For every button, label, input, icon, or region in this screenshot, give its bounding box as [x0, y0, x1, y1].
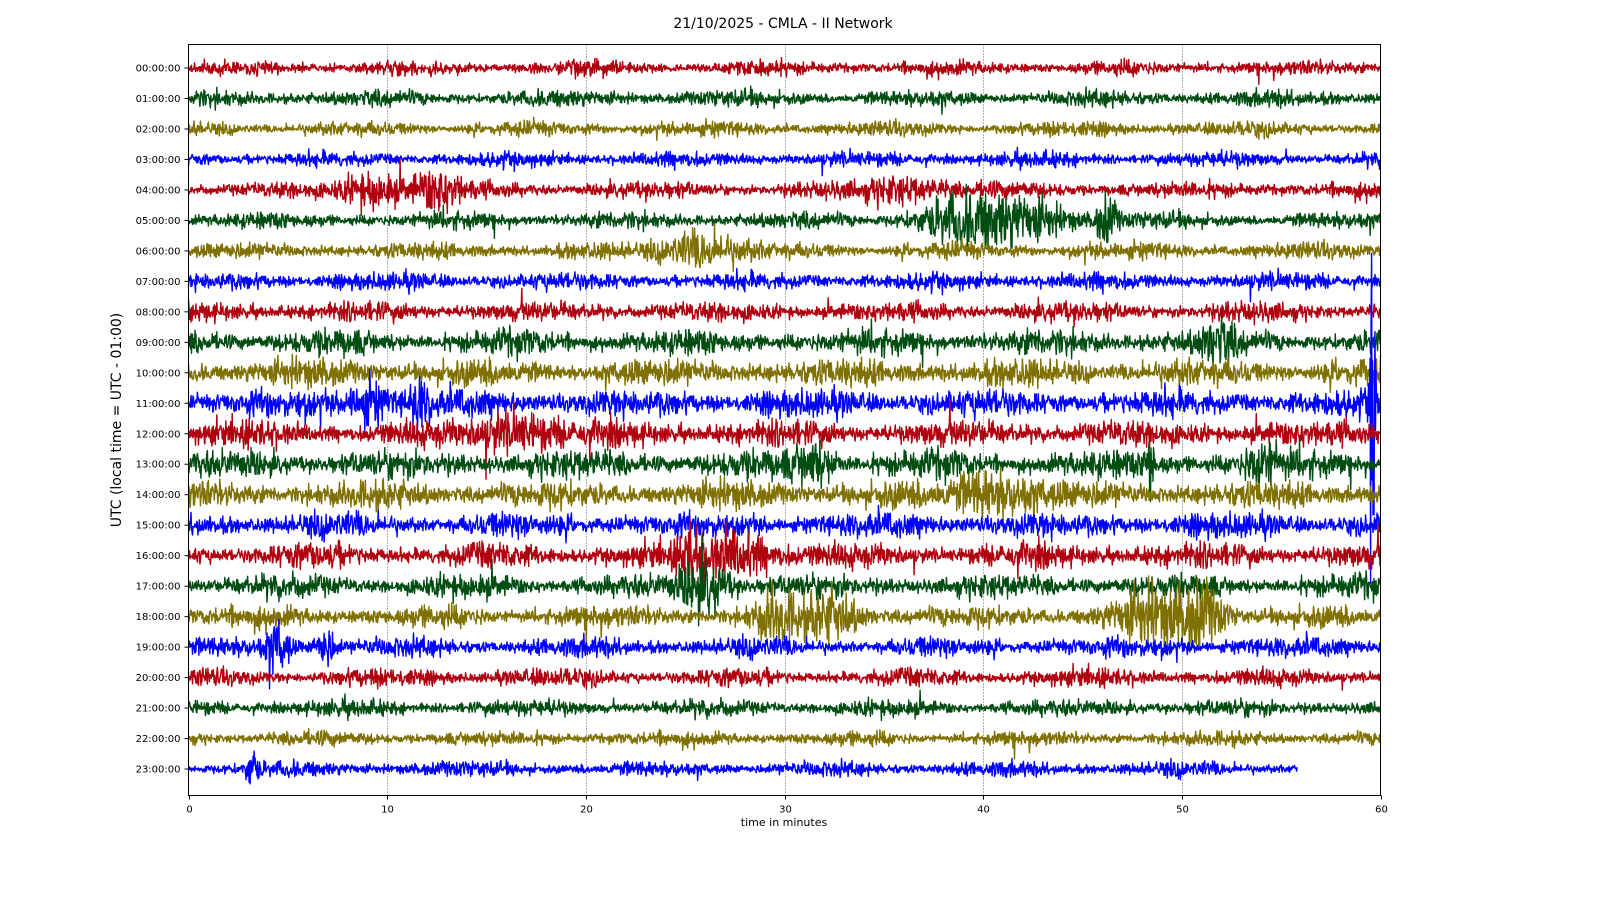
- y-tick-label: 11:00:00: [136, 399, 181, 410]
- y-tick-label: 15:00:00: [136, 521, 181, 532]
- trace-01: [187, 85, 1382, 115]
- y-tick-label: 23:00:00: [136, 765, 181, 776]
- trace-06: [187, 222, 1382, 273]
- trace-16: [187, 518, 1382, 591]
- y-tick-label: 07:00:00: [136, 277, 181, 288]
- y-tick-label: 16:00:00: [136, 551, 181, 562]
- trace-22: [187, 727, 1382, 760]
- y-tick-label: 08:00:00: [136, 307, 181, 318]
- trace-08: [187, 287, 1381, 328]
- trace-14: [187, 466, 1382, 531]
- y-tick-label: 00:00:00: [136, 64, 181, 75]
- trace-04: [187, 158, 1382, 217]
- x-axis: 0 10 20 30 40 50 60: [186, 795, 1388, 816]
- y-tick-label: 10:00:00: [136, 368, 181, 379]
- trace-09: [187, 315, 1382, 368]
- y-tick-label: 22:00:00: [136, 734, 181, 745]
- trace-12: [187, 400, 1382, 480]
- y-tick-label: 21:00:00: [136, 704, 181, 715]
- trace-13: [187, 438, 1382, 503]
- trace-03: [187, 146, 1382, 177]
- trace-11: [187, 252, 1382, 585]
- grid: [387, 44, 1183, 796]
- y-tick-label: 09:00:00: [136, 338, 181, 349]
- y-axis-label: UTC (local time = UTC - 01:00): [109, 313, 125, 528]
- y-tick-label: 19:00:00: [136, 643, 181, 654]
- y-tick-label: 01:00:00: [136, 94, 181, 105]
- x-tick-label: 30: [779, 805, 792, 816]
- trace-15: [187, 504, 1382, 547]
- x-axis-label: time in minutes: [741, 816, 828, 829]
- y-axis: 00:00:00 01:00:00 02:00:00 03:00:00 04:00:00…: [136, 64, 189, 776]
- plot-frame: [188, 44, 1381, 796]
- y-tick-label: 20:00:00: [136, 673, 181, 684]
- trace-19: [187, 619, 1382, 690]
- x-tick-label: 20: [580, 805, 593, 816]
- trace-05: [187, 183, 1382, 251]
- y-tick-label: 05:00:00: [136, 216, 181, 227]
- trace-00: [187, 57, 1382, 86]
- y-tick-label: 13:00:00: [136, 460, 181, 471]
- trace-02: [187, 116, 1381, 142]
- x-tick-label: 0: [186, 805, 192, 816]
- trace-23: [187, 750, 1298, 785]
- y-tick-label: 17:00:00: [136, 582, 181, 593]
- chart-title: 21/10/2025 - CMLA - II Network: [673, 16, 893, 32]
- trace-07: [187, 267, 1382, 303]
- y-tick-label: 12:00:00: [136, 429, 181, 440]
- x-tick-label: 10: [381, 805, 394, 816]
- y-tick-label: 14:00:00: [136, 490, 181, 501]
- x-tick-label: 50: [1176, 805, 1189, 816]
- x-tick-label: 60: [1375, 805, 1388, 816]
- x-tick-label: 40: [977, 805, 990, 816]
- trace-20: [187, 662, 1382, 691]
- trace-10: [187, 353, 1382, 393]
- y-tick-label: 03:00:00: [136, 155, 181, 166]
- trace-21: [187, 689, 1381, 722]
- traces: [187, 57, 1382, 785]
- y-tick-label: 06:00:00: [136, 246, 181, 257]
- y-tick-label: 18:00:00: [136, 612, 181, 623]
- trace-17: [187, 533, 1382, 627]
- y-tick-label: 02:00:00: [136, 124, 181, 135]
- y-tick-label: 04:00:00: [136, 185, 181, 196]
